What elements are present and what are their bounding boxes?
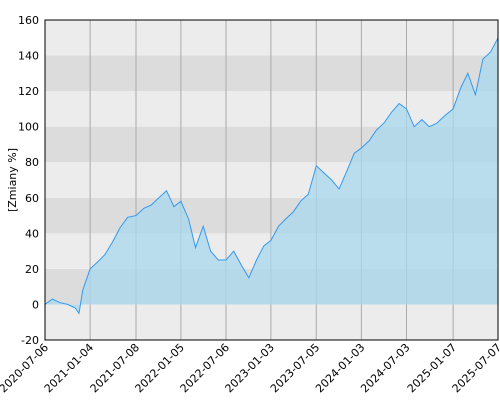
plot-border [44, 19, 499, 341]
y-tick-label: 160 [18, 14, 39, 27]
line [44, 37, 499, 315]
grid-band [45, 304, 498, 340]
grid-band [45, 91, 498, 127]
y-tick-label: 0 [32, 298, 39, 311]
y-tick-label: 140 [18, 50, 39, 63]
y-tick-label: 120 [18, 85, 39, 98]
area [45, 37, 498, 314]
y-tick-label: 80 [25, 156, 39, 169]
y-tick-label: 100 [18, 121, 39, 134]
y-tick-label: 60 [25, 192, 39, 205]
grid-band [45, 20, 498, 56]
y-tick-label: -20 [21, 334, 39, 347]
y-tick-label: 40 [25, 227, 39, 240]
y-axis-label: [Zmiany %] [6, 148, 19, 212]
grid-band [45, 55, 498, 92]
y-tick-label: 20 [25, 263, 39, 276]
